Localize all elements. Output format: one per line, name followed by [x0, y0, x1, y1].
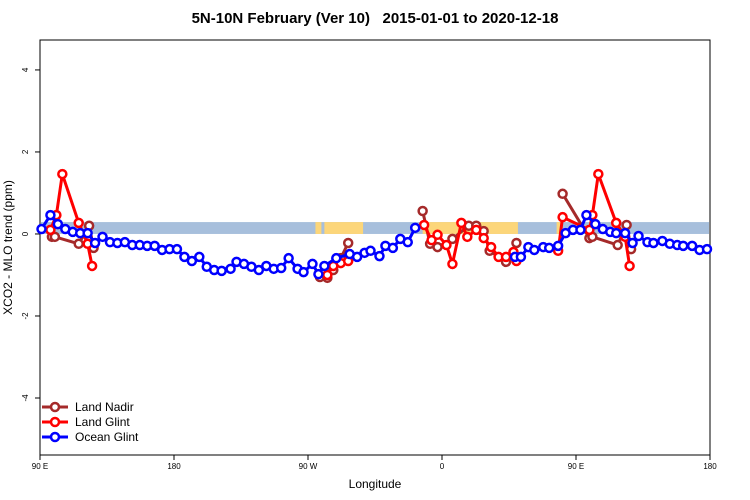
land-glint-point [322, 269, 333, 281]
ocean-glint-point [298, 266, 309, 278]
ocean-glint-point [648, 237, 659, 249]
ocean-glint-point [313, 268, 324, 280]
ocean-glint-point [633, 230, 644, 242]
x-tick-label: 90 E [568, 462, 584, 471]
land-nadir-point [511, 237, 522, 249]
y-tick-label: 0 [21, 231, 30, 236]
ocean-glint-point [171, 243, 183, 255]
land-glint-point [86, 260, 98, 272]
ocean-glint-point [581, 209, 592, 221]
land-glint-point [456, 217, 467, 229]
land-band [556, 222, 562, 234]
x-axis-label: Longitude [349, 477, 402, 491]
land-glint-point [432, 229, 443, 241]
ocean-glint-point [387, 242, 399, 254]
x-tick-label: 180 [703, 462, 717, 471]
land-nadir-point [342, 237, 354, 249]
y-tick-label: 4 [21, 67, 30, 72]
land-glint-point [45, 224, 56, 236]
ocean-glint-point [52, 218, 64, 230]
legend-marker-ocean-glint [49, 431, 61, 443]
land-glint-point [557, 211, 568, 223]
ocean-glint-point [590, 218, 601, 230]
ocean-band [41, 222, 709, 234]
land-nadir-point [73, 238, 84, 250]
land-nadir-point [417, 205, 428, 217]
land-band [324, 222, 364, 234]
legend-label-land-glint: Land Glint [75, 415, 130, 429]
land-glint-point [478, 232, 489, 244]
ocean-glint-point [515, 251, 527, 263]
land-glint-point [73, 217, 84, 229]
legend-label-land-nadir: Land Nadir [75, 400, 134, 414]
ocean-glint-point [409, 222, 421, 234]
ocean-glint-point [575, 224, 586, 236]
ocean-glint-point [319, 260, 330, 272]
y-tick-label: 2 [21, 149, 30, 154]
ocean-glint-point [82, 227, 93, 239]
ocean-glint-point [610, 227, 622, 239]
land-nadir-point [612, 239, 623, 251]
ocean-glint-point [97, 231, 108, 243]
ocean-glint-point [194, 251, 205, 263]
land-nadir-point [557, 188, 568, 200]
ocean-glint-point [149, 240, 160, 252]
land-glint-point [485, 241, 497, 253]
land-glint-point [418, 219, 430, 231]
ocean-glint-point [677, 240, 689, 252]
ocean-glint-point [331, 252, 342, 264]
land-glint-point [470, 224, 482, 236]
ocean-glint-point [283, 252, 294, 264]
ocean-glint-point [529, 244, 540, 256]
legend-label-ocean-glint: Ocean Glint [75, 430, 139, 444]
ocean-glint-point [619, 227, 631, 239]
land-band [315, 222, 322, 234]
ocean-glint-point [89, 237, 101, 249]
ocean-glint-point [216, 265, 227, 277]
x-tick-label: 90 E [32, 462, 48, 471]
land-nadir-point [432, 241, 443, 253]
x-tick-label: 0 [440, 462, 445, 471]
y-axis-label: XCO2 - MLO trend (ppm) [1, 180, 15, 315]
land-glint-point [447, 258, 458, 270]
land-glint-point [593, 168, 604, 180]
ocean-glint-point [627, 237, 638, 249]
ocean-glint-point [686, 240, 698, 252]
ocean-glint-point [36, 223, 47, 235]
land-glint-point [462, 231, 473, 243]
chart-title: 5N-10N February (Ver 10) 2015-01-01 to 2… [191, 10, 559, 27]
ocean-glint-point [275, 262, 287, 274]
land-glint-point [624, 260, 635, 272]
legend-marker-land-nadir [49, 401, 61, 413]
ocean-glint-point [543, 242, 555, 254]
land-nadir-point [621, 219, 632, 231]
ocean-glint-point [307, 258, 318, 270]
ocean-glint-point [552, 240, 564, 252]
ocean-glint-point [186, 255, 198, 267]
ocean-glint-point [351, 251, 363, 263]
y-tick-label: -4 [21, 394, 30, 402]
ocean-glint-point [374, 250, 385, 262]
land-glint-point [441, 239, 452, 251]
land-glint-point [57, 168, 68, 180]
ocean-glint-point [365, 245, 376, 257]
legend-marker-land-glint [49, 416, 61, 428]
ocean-glint-point [701, 243, 713, 255]
ocean-glint-point [253, 264, 265, 276]
y-tick-label: -2 [21, 312, 30, 320]
land-nadir-point [49, 231, 61, 243]
x-tick-label: 180 [167, 462, 181, 471]
ocean-glint-point [179, 251, 190, 263]
land-glint-point [610, 217, 622, 229]
x-tick-label: 90 W [299, 462, 318, 471]
ocean-glint-point [225, 263, 236, 275]
ocean-glint-point [402, 236, 414, 248]
ocean-glint-point [45, 209, 56, 221]
